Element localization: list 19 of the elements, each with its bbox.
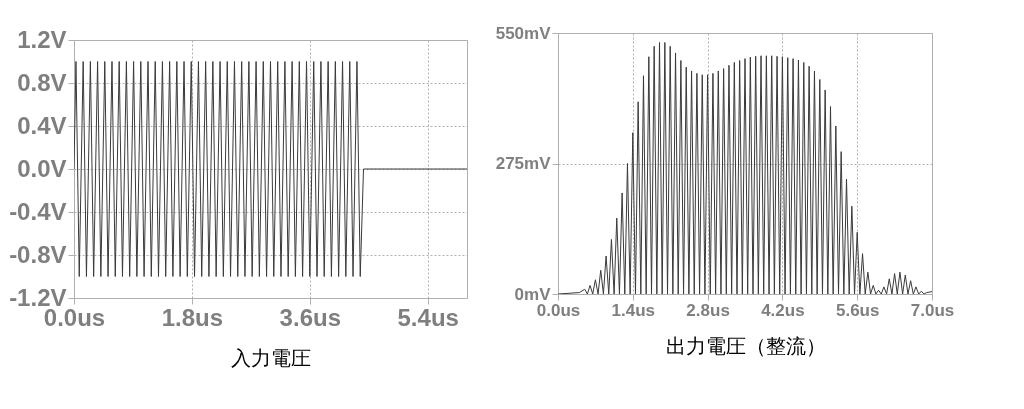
x-tick-label: 3.6us [279,303,341,331]
x-tick-label: 1.8us [161,303,224,331]
y-tick-label: 0.8V [17,68,67,96]
x-axis-title: 入力電圧 [231,345,311,370]
x-axis-title: 出力電圧（整流） [665,333,826,358]
y-tick-label: 0.4V [17,111,67,139]
y-tick-label: 0.0V [17,154,67,182]
x-tick-label: 1.4us [611,300,656,320]
x-tick-label: 2.8us [686,300,730,320]
y-tick-label: -0.8V [9,240,67,268]
x-tick-label: 5.6us [835,300,880,320]
x-tick-label: 4.2us [761,300,805,320]
y-tick-label: 1.2V [17,25,67,53]
y-tick-label: 275mV [495,154,552,173]
x-tick-label: 7.0us [910,300,955,320]
y-tick-label: 550mV [495,23,552,43]
line-series [558,41,932,294]
x-tick-label: 5.4us [397,303,459,331]
y-tick-label: -0.4V [9,197,67,225]
